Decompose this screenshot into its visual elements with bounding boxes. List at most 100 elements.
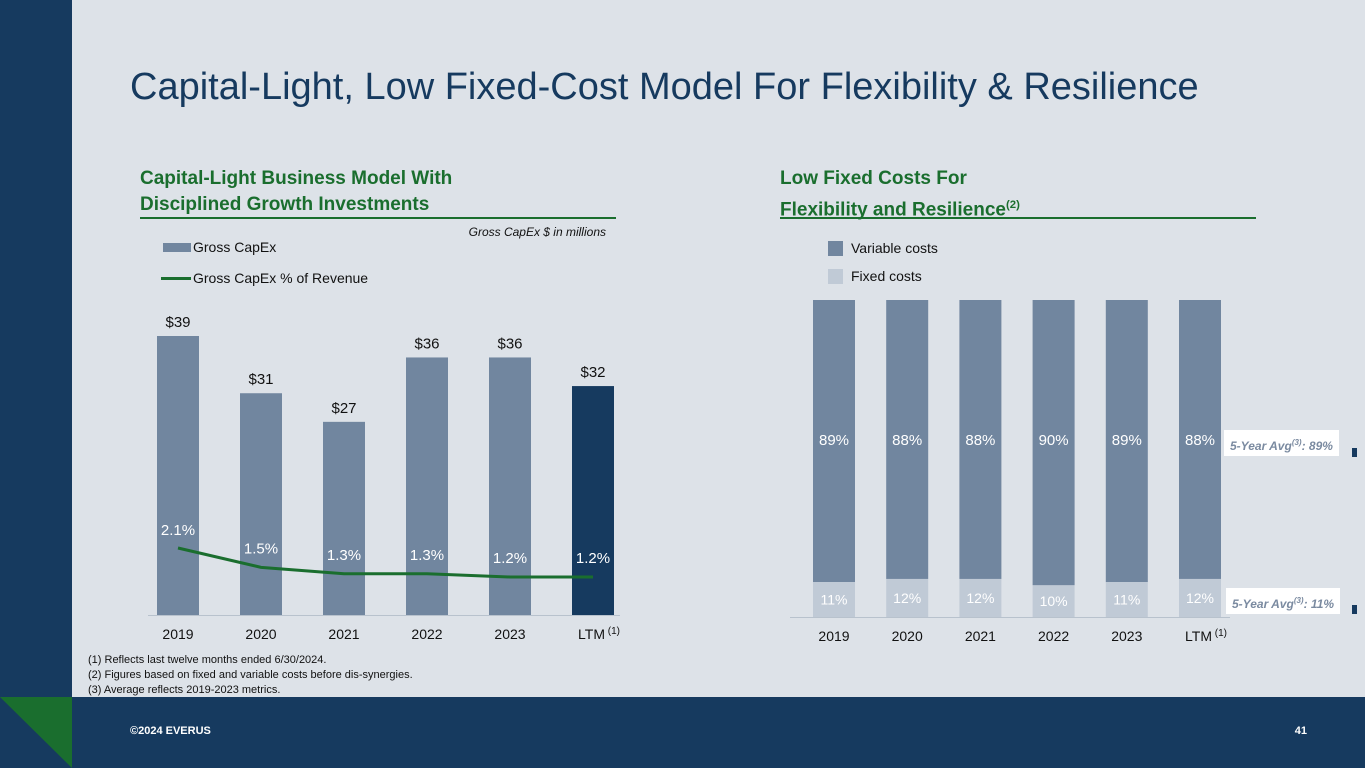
page-number: 41 <box>1294 725 1307 737</box>
legend-bar-swatch <box>163 242 191 252</box>
variable-cost-bar-2022 <box>1032 300 1075 586</box>
capex-chart: $39 2019 $31 2020 $27 2021 $36 2022 $36 2023 $32 LT… <box>148 314 620 642</box>
cost-structure-chart: 89% 11% 2019 88% 12% 2020 88% 12% 2021 90% 10% 2022… <box>790 300 1230 644</box>
avg-fixed-marker <box>1352 605 1357 614</box>
x-tick-label: 2021 <box>328 626 359 642</box>
x-tick-label: 2021 <box>965 628 996 644</box>
x-tick-sup: (1) <box>605 626 620 637</box>
slide-title: Capital-Light, Low Fixed-Cost Model For … <box>130 66 1199 108</box>
capex-pct-label: 2.1% <box>161 522 195 539</box>
capex-bar-2020 <box>240 393 282 615</box>
avg-variable-prefix: 5-Year Avg <box>1230 439 1292 453</box>
capex-pct-label: 1.3% <box>327 547 361 564</box>
variable-cost-label: 90% <box>1039 432 1069 449</box>
x-tick-label: 2020 <box>245 626 276 642</box>
variable-cost-bar-2021 <box>959 300 1002 579</box>
footnote-1: (1) Reflects last twelve months ended 6/… <box>88 654 327 666</box>
legend-fixed-costs: Fixed costs <box>828 268 922 284</box>
capex-bar-2019 <box>157 336 199 615</box>
variable-cost-bar-2019 <box>813 300 855 583</box>
footnote-2: (2) Figures based on fixed and variable … <box>88 669 413 681</box>
legend-variable-swatch <box>828 240 843 256</box>
capex-value-label: $36 <box>414 335 439 352</box>
fixed-cost-bar-2021 <box>959 578 1002 617</box>
avg-fixed-sup: (3) <box>1293 596 1304 605</box>
footnotes: (1) Reflects last twelve months ended 6/… <box>88 653 413 698</box>
capex-unit-note: Gross CapEx $ in millions <box>468 225 606 239</box>
right-heading-sup: (2) <box>1005 199 1020 211</box>
capex-pct-label: 1.5% <box>244 540 278 557</box>
capex-value-label: $31 <box>248 371 273 388</box>
right-section-rule <box>780 217 1256 219</box>
fixed-cost-label: 12% <box>1186 590 1214 606</box>
fixed-cost-label: 11% <box>1113 592 1140 608</box>
legend-fixed-swatch <box>828 268 843 284</box>
capex-bar-2022 <box>406 357 448 615</box>
variable-cost-bar-2023 <box>1105 300 1148 583</box>
right-heading-line2: Flexibility and Resilience(2) <box>780 192 1020 223</box>
x-tick-label: 2023 <box>494 626 525 642</box>
right-section-heading: Low Fixed Costs For Flexibility and Resi… <box>780 166 1020 223</box>
avg-fixed-prefix: 5-Year Avg <box>1232 597 1294 611</box>
x-tick-label: LTM (1) <box>578 626 620 642</box>
variable-cost-bar-ltm <box>1179 300 1221 579</box>
footer-bar <box>0 697 1365 768</box>
legend-fixed-label: Fixed costs <box>851 268 922 284</box>
x-tick-label: 2019 <box>818 628 849 644</box>
left-accent-bar <box>0 0 72 768</box>
fixed-cost-bar-2019 <box>813 582 855 617</box>
avg-variable-marker <box>1352 448 1357 457</box>
variable-cost-label: 89% <box>819 432 849 449</box>
x-tick-label: 2022 <box>411 626 442 642</box>
variable-cost-label: 88% <box>965 432 995 449</box>
fixed-cost-bar-2020 <box>886 578 929 617</box>
footnote-3: (3) Average reflects 2019-2023 metrics. <box>88 684 281 696</box>
capex-pct-label: 1.3% <box>410 547 444 564</box>
capex-value-label: $36 <box>497 335 522 352</box>
x-tick-sup: (1) <box>1212 628 1227 639</box>
fixed-cost-bar-ltm <box>1179 578 1221 617</box>
avg-fixed-value: : 11% <box>1303 597 1335 611</box>
fixed-cost-label: 11% <box>821 592 848 608</box>
x-tick-label: LTM (1) <box>1185 628 1227 644</box>
capex-pct-label: 1.2% <box>576 550 610 567</box>
right-heading-line1: Low Fixed Costs For <box>780 168 967 189</box>
left-section-rule <box>140 217 616 219</box>
legend-variable-costs: Variable costs <box>828 240 938 256</box>
capex-pct-label: 1.2% <box>493 550 527 567</box>
fixed-cost-label: 10% <box>1040 593 1068 609</box>
capex-bar-ltm <box>572 386 614 615</box>
variable-cost-bar-2020 <box>886 300 929 579</box>
x-tick-label: 2020 <box>892 628 923 644</box>
capex-pct-line <box>177 546 593 579</box>
capex-bar-2021 <box>323 421 365 615</box>
x-tick-label: 2022 <box>1038 628 1069 644</box>
avg-variable-sup: (3) <box>1291 438 1302 447</box>
x-tick-label: 2019 <box>162 626 193 642</box>
capex-value-label: $32 <box>580 364 605 381</box>
capex-value-label: $39 <box>165 314 190 331</box>
avg-variable-callout: 5-Year Avg(3): 89% <box>1224 430 1339 456</box>
legend-capex-pct: Gross CapEx % of Revenue <box>161 270 368 286</box>
fixed-cost-label: 12% <box>893 590 921 606</box>
fixed-cost-label: 12% <box>966 590 994 606</box>
fixed-cost-bar-2022 <box>1032 585 1075 617</box>
variable-cost-label: 88% <box>892 432 922 449</box>
copyright: ©2024 EVERUS <box>130 725 211 737</box>
avg-fixed-callout: 5-Year Avg(3): 11% <box>1226 588 1341 614</box>
left-heading-line1: Capital-Light Business Model With <box>140 168 453 189</box>
legend-capex-pct-label: Gross CapEx % of Revenue <box>193 270 369 286</box>
x-tick-label: 2023 <box>1111 628 1142 644</box>
left-heading-line2: Disciplined Growth Investments <box>140 194 430 215</box>
legend-gross-capex: Gross CapEx <box>163 239 276 255</box>
variable-cost-label: 89% <box>1112 432 1142 449</box>
legend-variable-label: Variable costs <box>851 240 938 256</box>
capex-bar-2023 <box>489 357 531 615</box>
fixed-cost-bar-2023 <box>1105 582 1148 617</box>
capex-value-label: $27 <box>331 400 356 417</box>
legend-gross-capex-label: Gross CapEx <box>193 239 277 255</box>
legend-line-swatch <box>161 276 191 280</box>
variable-cost-label: 88% <box>1185 432 1215 449</box>
avg-variable-value: : 89% <box>1301 439 1333 453</box>
right-heading-line2-text: Flexibility and Resilience <box>780 199 1006 221</box>
